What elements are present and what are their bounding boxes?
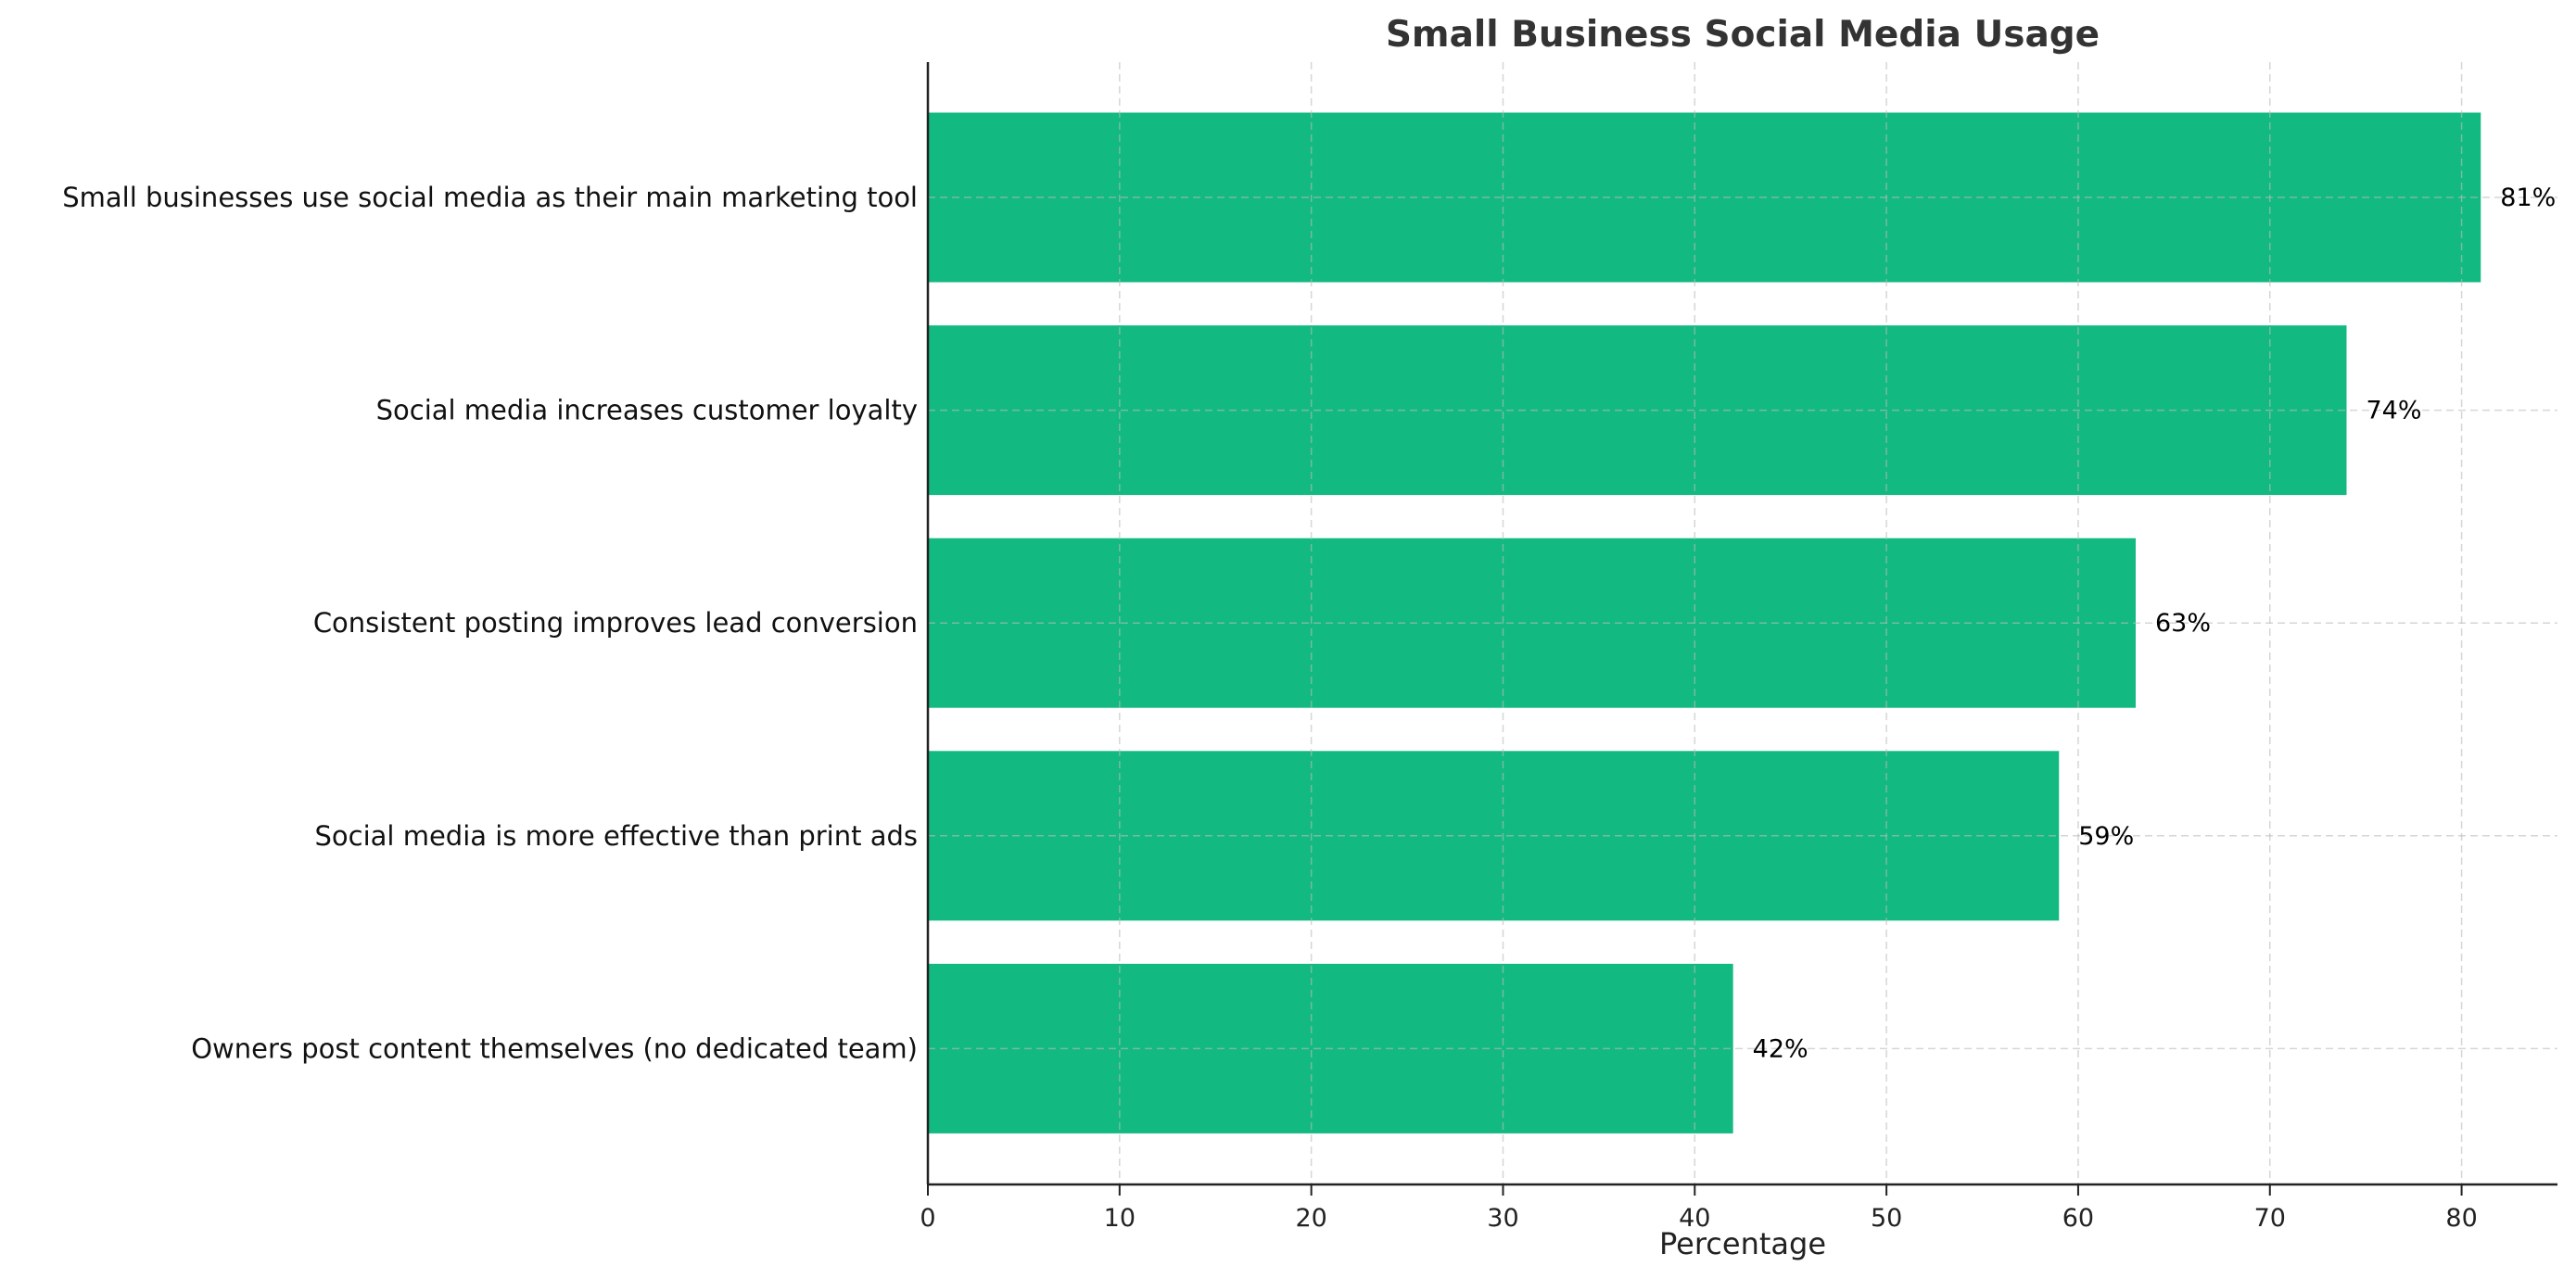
x-tick-label: 80: [2445, 1204, 2477, 1233]
chart-title: Small Business Social Media Usage: [1386, 14, 2100, 56]
x-tick-label: 30: [1487, 1204, 1518, 1233]
x-tick-label: 10: [1104, 1204, 1136, 1233]
x-tick-label: 40: [1679, 1204, 1710, 1233]
data-label: 81%: [2500, 184, 2556, 212]
data-label: 42%: [1753, 1034, 1808, 1063]
labels-layer: Small businesses use social media as the…: [62, 182, 2556, 1064]
x-tick-label: 70: [2254, 1204, 2286, 1233]
category-label: Social media is more effective than prin…: [315, 820, 919, 852]
x-axis-label: Percentage: [1659, 1226, 1826, 1261]
data-label: 63%: [2155, 609, 2211, 638]
x-tick-label: 50: [1871, 1204, 1902, 1233]
data-label: 74%: [2366, 397, 2421, 425]
category-label: Consistent posting improves lead convers…: [313, 607, 918, 639]
grid-layer: [927, 62, 2557, 1184]
category-label: Owners post content themselves (no dedic…: [191, 1032, 918, 1064]
x-ticks-layer: 0 10 20 30 40 50 60 70 80: [920, 1184, 2478, 1233]
category-label: Small businesses use social media as the…: [62, 182, 918, 213]
x-tick-label: 20: [1295, 1204, 1326, 1233]
x-tick-label: 60: [2062, 1204, 2094, 1233]
data-label: 59%: [2078, 822, 2134, 851]
category-label: Social media increases customer loyalty: [376, 395, 918, 426]
x-tick-label: 0: [920, 1204, 935, 1233]
